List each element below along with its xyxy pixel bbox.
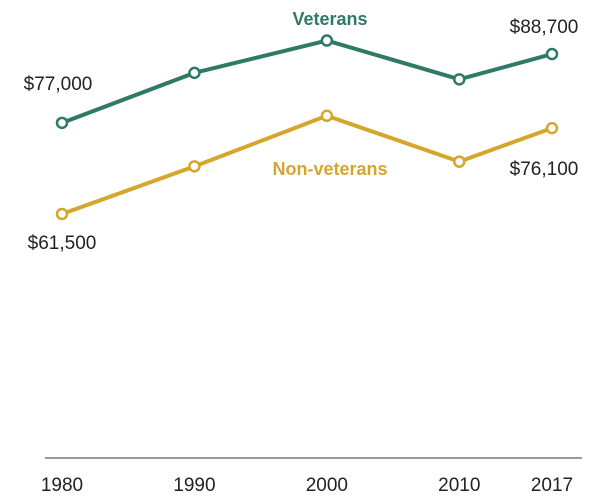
point [545,121,559,135]
value-label: $88,700 [510,17,579,38]
point [453,73,466,86]
point [453,155,466,168]
point [545,47,559,61]
point [188,66,201,80]
series-name: Veterans [292,9,367,29]
point [55,116,69,130]
point [320,109,334,123]
x-tick-label: 2010 [438,475,480,496]
value-label: $76,100 [510,159,579,180]
value-label: $61,500 [28,233,97,254]
value-label: $77,000 [24,74,93,95]
series-name: Non-veterans [272,159,387,179]
x-tick-label: 1990 [173,475,215,496]
point [188,160,201,173]
x-tick-label: 2000 [306,475,348,496]
point [55,207,69,221]
x-tick-label: 2017 [531,475,573,496]
series-line [61,38,553,125]
x-tick-label: 1980 [41,475,83,496]
point [320,34,334,47]
